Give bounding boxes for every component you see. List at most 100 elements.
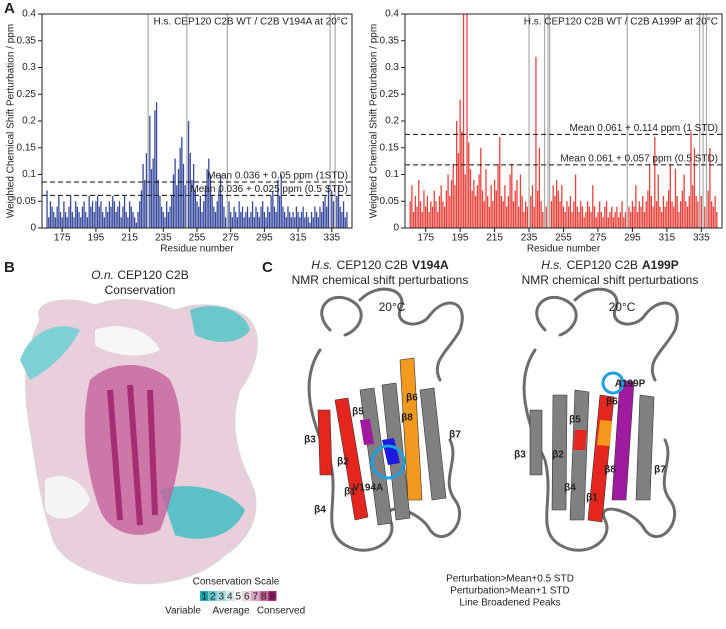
- bar: [208, 158, 210, 228]
- bar: [511, 163, 513, 228]
- x-tick-label: 255: [555, 233, 572, 244]
- bar: [172, 174, 175, 228]
- bar: [612, 217, 615, 228]
- site-label: V194A: [353, 483, 384, 494]
- bar: [555, 179, 558, 228]
- bar: [241, 206, 244, 228]
- bar: [304, 217, 306, 228]
- bar: [445, 190, 447, 228]
- bar: [585, 211, 587, 228]
- bar: [654, 137, 656, 228]
- bar: [250, 211, 252, 228]
- bar: [430, 201, 432, 228]
- bar: [483, 201, 485, 228]
- strand-label: β4: [564, 483, 576, 494]
- bar: [604, 206, 606, 228]
- bar: [103, 217, 105, 228]
- bar: [409, 201, 411, 228]
- bar: [257, 211, 259, 228]
- strand-label: β1: [344, 487, 356, 498]
- structure-title: H.s. CEP120 C2B A199P: [541, 258, 678, 272]
- bar: [537, 190, 539, 228]
- surface: [20, 299, 258, 585]
- bar: [487, 195, 489, 228]
- bar: [100, 201, 102, 228]
- bar: [466, 14, 468, 228]
- mutant: A199P: [642, 258, 679, 272]
- bar: [86, 217, 89, 228]
- bar: [495, 190, 497, 228]
- bar: [619, 211, 621, 228]
- bar: [236, 217, 239, 228]
- bar: [251, 201, 254, 228]
- bar: [108, 201, 111, 228]
- bar: [118, 201, 121, 228]
- bar: [260, 206, 262, 228]
- bar: [294, 217, 296, 228]
- bar: [648, 163, 651, 228]
- x-tick-label: 315: [659, 233, 676, 244]
- bar: [611, 206, 613, 228]
- bar: [300, 211, 303, 228]
- x-tick-label: 335: [323, 233, 340, 244]
- structure-title: H.s. CEP120 C2B V194A: [311, 258, 449, 272]
- bar: [462, 14, 465, 228]
- bar: [602, 217, 604, 228]
- bar: [471, 190, 473, 228]
- bar: [440, 185, 442, 228]
- x-tick-label: 215: [121, 233, 138, 244]
- x-tick-label: 315: [290, 233, 307, 244]
- chart-title: H.s. CEP120 C2B WT / C2B A199P at 20°C: [524, 17, 718, 28]
- bar: [580, 201, 582, 228]
- bar: [154, 110, 156, 228]
- bar: [571, 211, 573, 228]
- bar: [194, 190, 196, 228]
- bar: [461, 131, 463, 228]
- bar: [659, 206, 661, 228]
- bar: [614, 211, 616, 228]
- bar: [617, 217, 620, 228]
- panel-label: B: [4, 259, 15, 276]
- x-tick-label: 295: [256, 233, 273, 244]
- bar: [283, 211, 286, 228]
- bar: [115, 211, 117, 228]
- site-circle: [601, 371, 625, 395]
- y-tick-label: 0.35: [380, 35, 400, 46]
- bar: [481, 190, 484, 228]
- bar: [267, 206, 269, 228]
- bar: [469, 169, 472, 228]
- bar: [586, 201, 589, 228]
- bar: [221, 195, 223, 228]
- conservation-scale: 1 2 3 4 5 6 7 8 9 Variable Average Conserved: [165, 590, 305, 617]
- bar: [493, 179, 496, 228]
- strand-label: β2: [552, 450, 564, 461]
- bar: [56, 206, 58, 228]
- bar: [246, 206, 249, 228]
- bar: [664, 206, 666, 228]
- bar: [428, 211, 430, 228]
- panel-subtitle: Conservation: [105, 283, 176, 297]
- bar: [145, 153, 148, 228]
- bar: [58, 195, 60, 228]
- bar: [54, 217, 57, 228]
- bar: [61, 217, 63, 228]
- x-axis-label: Residue number: [527, 244, 601, 255]
- bar: [88, 195, 90, 228]
- bar: [638, 201, 640, 228]
- bar: [526, 206, 528, 228]
- bar: [635, 185, 637, 228]
- x-tick-label: 235: [521, 233, 538, 244]
- bar: [645, 201, 647, 228]
- x-tick-label: 195: [88, 233, 105, 244]
- scale-end: Variable: [165, 606, 201, 617]
- bar: [78, 211, 80, 228]
- bar: [53, 211, 55, 228]
- bar: [650, 195, 653, 228]
- bar: [214, 211, 217, 228]
- bar: [507, 195, 510, 228]
- bar: [680, 201, 682, 228]
- bar: [502, 201, 504, 228]
- temperature: 20°C: [379, 300, 406, 314]
- bar: [270, 195, 272, 228]
- bar: [164, 217, 166, 228]
